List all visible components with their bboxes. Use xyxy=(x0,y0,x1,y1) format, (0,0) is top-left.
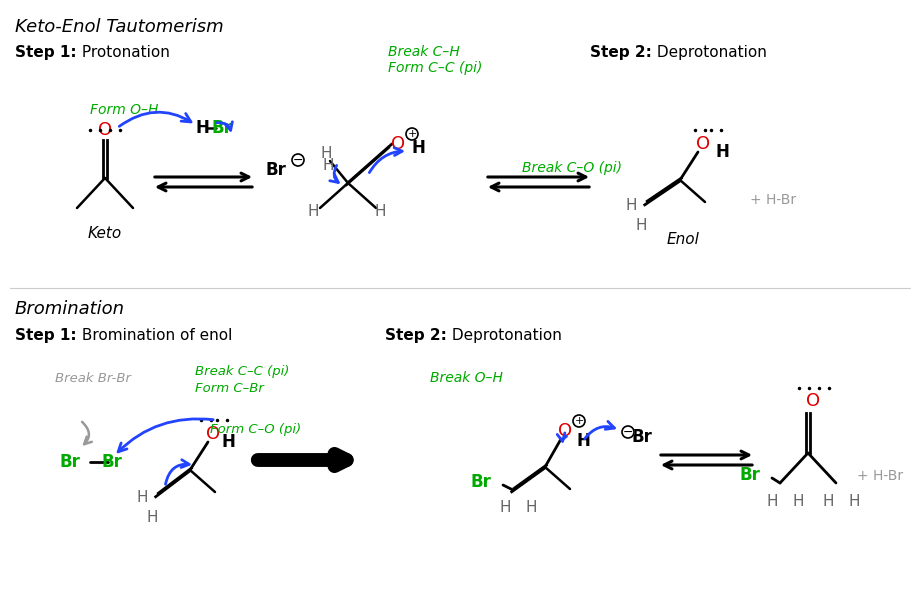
Text: H: H xyxy=(847,494,859,508)
Text: H: H xyxy=(625,198,636,213)
Text: O: O xyxy=(97,121,112,139)
Text: + H-Br: + H-Br xyxy=(749,193,795,207)
Text: Break C–C (pi): Break C–C (pi) xyxy=(195,365,289,378)
Text: Step 2:: Step 2: xyxy=(384,328,447,343)
Text: Br: Br xyxy=(266,161,286,179)
Text: Br: Br xyxy=(739,466,760,484)
Text: Form O–H: Form O–H xyxy=(90,103,158,117)
Text: Step 2:: Step 2: xyxy=(589,45,652,60)
Text: Keto: Keto xyxy=(88,226,122,241)
Text: Break O–H: Break O–H xyxy=(429,371,503,385)
Circle shape xyxy=(573,415,584,427)
Text: H: H xyxy=(499,501,510,516)
Text: Form C–Br: Form C–Br xyxy=(195,381,264,394)
Text: Br: Br xyxy=(470,473,491,491)
Text: +: + xyxy=(407,129,416,139)
Text: −: − xyxy=(622,425,632,438)
Text: H: H xyxy=(195,119,209,137)
Text: H: H xyxy=(374,204,385,219)
Circle shape xyxy=(405,128,417,140)
Text: −: − xyxy=(292,153,303,166)
Text: Break C–H: Break C–H xyxy=(388,45,460,59)
Text: Br: Br xyxy=(60,453,80,471)
Text: H: H xyxy=(575,432,589,450)
Text: Form C–C (pi): Form C–C (pi) xyxy=(388,61,482,75)
Text: H: H xyxy=(822,494,833,508)
Text: Br: Br xyxy=(211,119,233,137)
Text: H: H xyxy=(766,494,777,508)
Text: H: H xyxy=(634,217,646,232)
Text: Br: Br xyxy=(101,453,122,471)
Text: Br: Br xyxy=(630,428,652,446)
Text: H: H xyxy=(307,204,318,219)
Text: O: O xyxy=(391,135,404,153)
Text: H: H xyxy=(320,146,332,160)
Circle shape xyxy=(621,426,633,438)
Text: O: O xyxy=(557,422,572,440)
Text: O: O xyxy=(805,392,819,410)
Text: O: O xyxy=(695,135,709,153)
Text: + H-Br: + H-Br xyxy=(856,469,902,483)
Text: Bromination: Bromination xyxy=(15,300,125,318)
Text: H: H xyxy=(221,433,234,451)
Text: Bromination of enol: Bromination of enol xyxy=(77,328,233,343)
Text: O: O xyxy=(206,425,220,443)
Text: Enol: Enol xyxy=(666,232,698,248)
Text: H: H xyxy=(322,157,334,172)
Text: Break C–O (pi): Break C–O (pi) xyxy=(521,161,621,175)
Text: Break Br-Br: Break Br-Br xyxy=(55,371,130,384)
Text: H: H xyxy=(525,501,536,516)
Circle shape xyxy=(291,154,303,166)
Text: Step 1:: Step 1: xyxy=(15,45,76,60)
Text: Keto-Enol Tautomerism: Keto-Enol Tautomerism xyxy=(15,18,223,36)
Text: H: H xyxy=(146,510,157,525)
Text: H: H xyxy=(791,494,803,508)
Text: +: + xyxy=(573,416,583,426)
Text: Deprotonation: Deprotonation xyxy=(447,328,562,343)
Text: Form C–O (pi): Form C–O (pi) xyxy=(210,424,301,437)
Text: Step 1:: Step 1: xyxy=(15,328,76,343)
Text: Protonation: Protonation xyxy=(77,45,170,60)
Text: H: H xyxy=(714,143,728,161)
Text: H: H xyxy=(411,139,425,157)
Text: Deprotonation: Deprotonation xyxy=(652,45,766,60)
Text: H: H xyxy=(136,491,148,505)
